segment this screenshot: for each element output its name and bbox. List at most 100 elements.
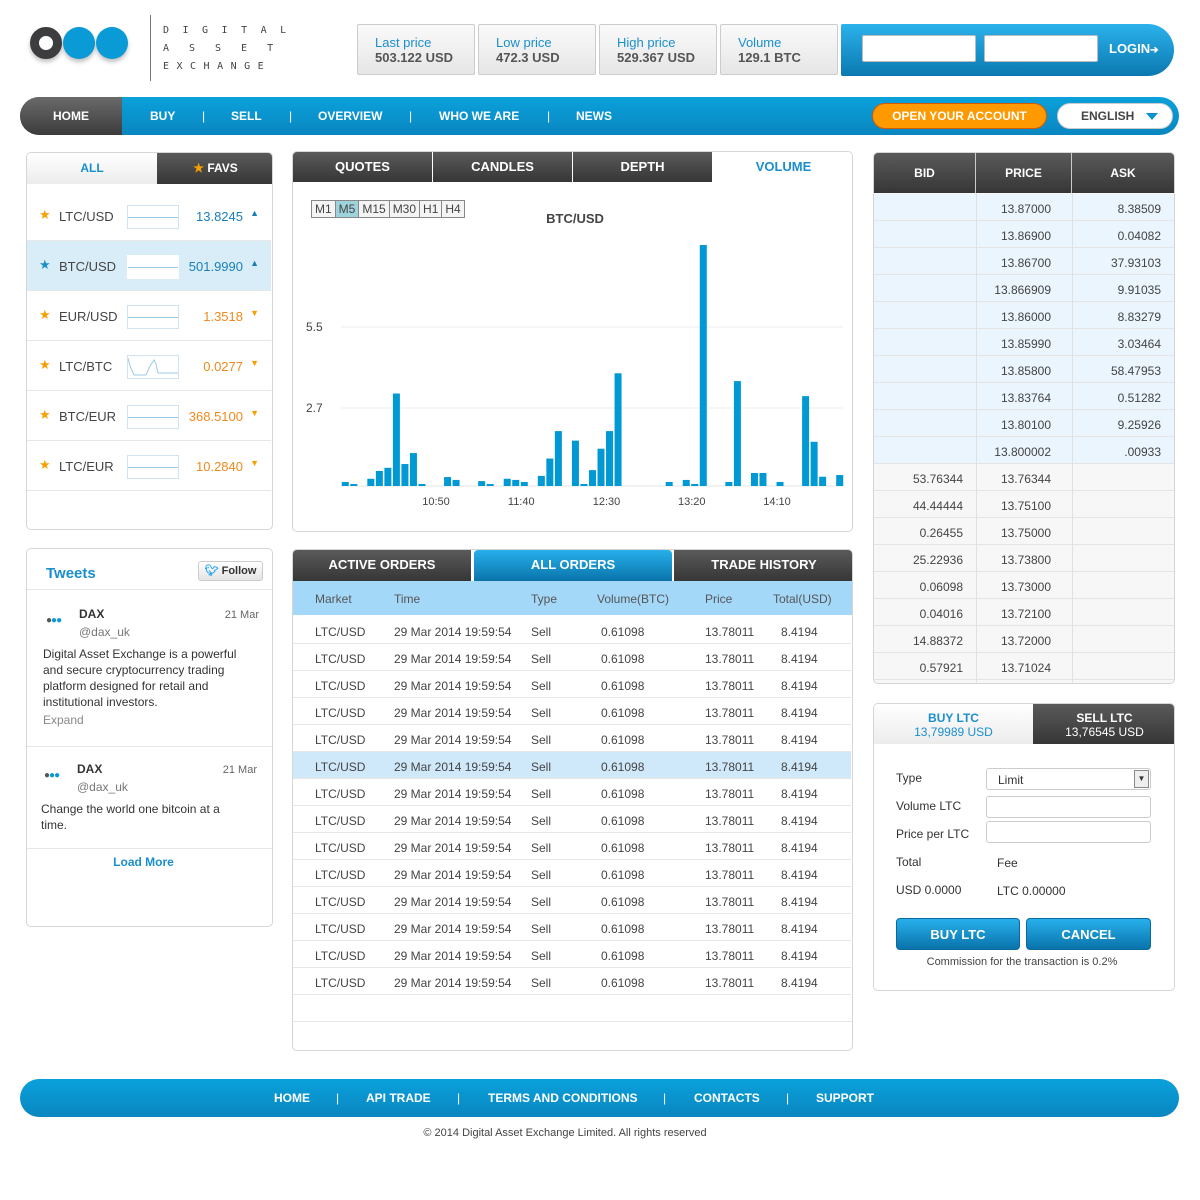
nav-overview[interactable]: OVERVIEW [318,109,383,123]
footer-support[interactable]: SUPPORT [816,1091,875,1105]
star-icon[interactable]: ★ [39,307,51,322]
table-row[interactable]: LTC/USD 29 Mar 2014 19:59:54 Sell 0.61098 13… [293,914,851,941]
nav-home[interactable]: HOME [20,97,122,135]
buy-ltc-button[interactable]: BUY LTC [896,918,1020,950]
footer-contacts[interactable]: CONTACTS [694,1091,760,1105]
bid-row[interactable]: 0.26455 13.75000 [874,518,1174,545]
table-row[interactable]: LTC/USD 29 Mar 2014 19:59:54 Sell 0.61098 13… [293,887,851,914]
ask-row[interactable]: 13.86700 37.93103 [874,248,1174,275]
table-row[interactable]: LTC/USD 29 Mar 2014 19:59:54 Sell 0.61098 13… [293,644,851,671]
column-header[interactable]: Market [315,592,352,606]
tweet-handle[interactable]: @dax_uk [79,625,130,639]
tab-favs[interactable]: ★ FAVS [157,153,272,184]
footer-terms[interactable]: TERMS AND CONDITIONS [488,1091,638,1105]
tweet-date[interactable]: 21 Mar [224,609,259,621]
volume-input[interactable] [986,796,1151,818]
tab-depth[interactable]: DEPTH [573,152,712,182]
ask-row[interactable]: 13.85990 3.03464 [874,329,1174,356]
tab-active-orders[interactable]: ACTIVE ORDERS [293,550,471,581]
column-header[interactable]: Time [394,592,421,606]
cancel-button[interactable]: CANCEL [1026,918,1151,950]
timeframe-h1[interactable]: H1 [420,201,443,217]
table-row[interactable]: LTC/USD 29 Mar 2014 19:59:54 Sell 0.61098 13… [293,779,851,806]
timeframe-m30[interactable]: M30 [390,201,421,217]
star-icon[interactable]: ★ [39,257,51,272]
open-account-button[interactable]: OPEN YOUR ACCOUNT [872,103,1047,129]
timeframe-h4[interactable]: H4 [445,202,461,216]
tweet-expand-link[interactable]: Expand [43,713,84,727]
timeframe-m5[interactable]: M5 [335,201,360,217]
tweet-author[interactable]: DAX [79,607,105,621]
tab-volume[interactable]: VOLUME [713,152,852,182]
column-header[interactable]: Price [705,592,733,606]
language-select[interactable]: ENGLISH [1057,103,1173,129]
pair-row[interactable]: ★ EUR/USD 1.3518 ▼ [27,291,271,341]
star-icon[interactable]: ★ [39,207,51,222]
ask-row[interactable]: 13.83764 0.51282 [874,383,1174,410]
ask-row[interactable]: 13.866909 9.91035 [874,275,1174,302]
table-row[interactable]: LTC/USD 29 Mar 2014 19:59:54 Sell 0.61098 13… [293,833,851,860]
ask-row[interactable]: 13.87000 8.38509 [874,194,1174,221]
timeframe-m1[interactable]: M1 [312,201,336,217]
nav-buy[interactable]: BUY [150,109,176,123]
tweet-author[interactable]: DAX [77,762,103,776]
table-cell: 0.61098 [601,733,645,747]
column-header[interactable]: Type [531,592,558,606]
footer-home[interactable]: HOME [274,1091,310,1105]
table-row[interactable]: LTC/USD 29 Mar 2014 19:59:54 Sell 0.61098 13… [293,806,851,833]
tab-candles[interactable]: CANDLES [433,152,572,182]
tab-buy-ltc[interactable]: BUY LTC 13,79989 USD [874,704,1033,744]
ask-row[interactable]: 13.800002 .00933 [874,437,1174,464]
table-row[interactable]: LTC/USD 29 Mar 2014 19:59:54 Sell 0.61098 13… [293,968,851,995]
column-header[interactable]: Total(USD) [773,592,832,606]
tab-all-orders[interactable]: ALL ORDERS [474,550,672,581]
nav-sell[interactable]: SELL [231,109,262,123]
table-row[interactable]: LTC/USD 29 Mar 2014 19:59:54 Sell 0.61098 13… [293,752,851,779]
ask-row[interactable]: 13.80100 9.25926 [874,410,1174,437]
load-more-link[interactable]: Load More [113,855,174,869]
password-input[interactable] [984,35,1098,62]
bid-row[interactable]: 44.44444 13.75100 [874,491,1174,518]
login-button[interactable]: LOGIN➔ [1109,41,1159,56]
ask-row[interactable]: 13.85800 58.47953 [874,356,1174,383]
table-cell: 29 Mar 2014 19:59:54 [394,949,512,963]
table-row[interactable]: LTC/USD 29 Mar 2014 19:59:54 Sell 0.61098 13… [293,698,851,725]
bid-row[interactable]: 14.88372 13.72000 [874,626,1174,653]
username-input[interactable] [862,35,976,62]
bid-row[interactable]: 0.57921 13.71024 [874,653,1174,680]
nav-news[interactable]: NEWS [576,109,612,123]
bid-row[interactable]: 0.04016 13.72100 [874,599,1174,626]
bid-row[interactable]: 0.06098 13.73000 [874,572,1174,599]
ask-row[interactable]: 13.86000 8.83279 [874,302,1174,329]
tab-trade-history[interactable]: TRADE HISTORY [674,550,852,581]
timeframe-m15[interactable]: M15 [359,201,390,217]
pair-row[interactable]: ★ BTC/USD 501.9990 ▲ [27,241,271,291]
star-icon[interactable]: ★ [39,457,51,472]
table-row[interactable]: LTC/USD 29 Mar 2014 19:59:54 Sell 0.61098 13… [293,671,851,698]
footer-api-trade[interactable]: API TRADE [366,1091,431,1105]
table-row[interactable]: LTC/USD 29 Mar 2014 19:59:54 Sell 0.61098 13… [293,860,851,887]
follow-button[interactable]: 🐦︎ Follow [198,561,263,581]
column-header[interactable]: Volume(BTC) [597,592,670,606]
tweet-date[interactable]: 21 Mar [222,764,257,776]
nav-who-we-are[interactable]: WHO WE ARE [439,109,520,123]
tab-sell-ltc[interactable]: SELL LTC 13,76545 USD [1033,704,1174,744]
price-input[interactable] [986,821,1151,843]
tweet-handle[interactable]: @dax_uk [77,780,128,794]
pair-row[interactable]: ★ LTC/EUR 10.2840 ▼ [27,441,271,491]
ask-row[interactable]: 13.86900 0.04082 [874,221,1174,248]
table-row[interactable]: LTC/USD 29 Mar 2014 19:59:54 Sell 0.61098 13… [293,941,851,968]
tab-all[interactable]: ALL [27,153,157,184]
pair-row[interactable]: ★ BTC/EUR 368.5100 ▼ [27,391,271,441]
star-icon[interactable]: ★ [39,357,51,372]
pair-price: 368.5100 [188,409,243,424]
pair-row[interactable]: ★ LTC/USD 13.8245 ▲ [27,191,271,241]
table-row[interactable]: LTC/USD 29 Mar 2014 19:59:54 Sell 0.61098 13… [293,725,851,752]
table-row[interactable]: LTC/USD 29 Mar 2014 19:59:54 Sell 0.61098 13… [293,617,851,644]
type-select[interactable]: Limit ▼ [986,768,1151,790]
bid-row[interactable]: 25.22936 13.73800 [874,545,1174,572]
star-icon[interactable]: ★ [39,407,51,422]
bid-row[interactable]: 53.76344 13.76344 [874,464,1174,491]
tab-quotes[interactable]: QUOTES [293,152,432,182]
pair-row[interactable]: ★ LTC/BTC 0.0277 ▼ [27,341,271,391]
